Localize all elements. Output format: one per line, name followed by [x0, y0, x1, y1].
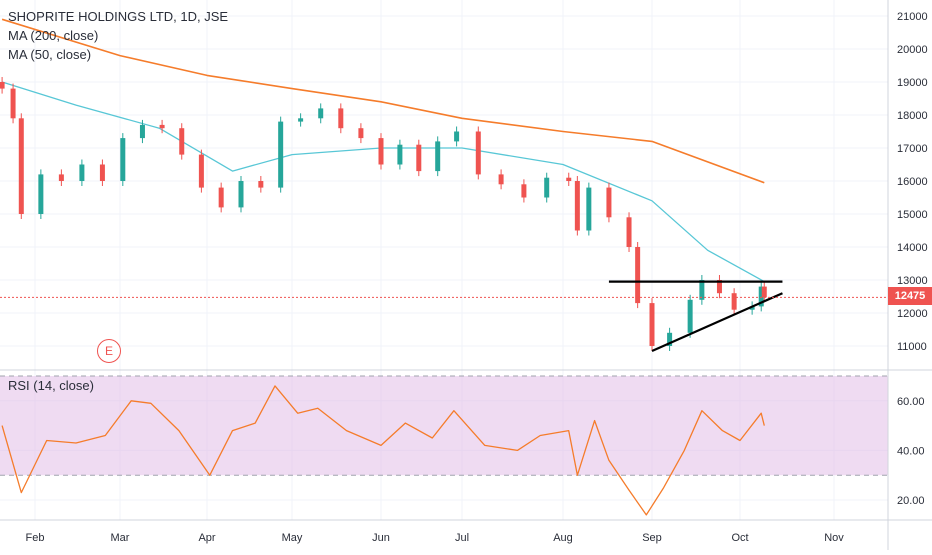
- rsi-band: [0, 375, 888, 476]
- ma50-line: [1, 81, 765, 283]
- candle-21: [397, 144, 403, 165]
- candle-1: [10, 88, 16, 119]
- candle-10: [179, 128, 185, 155]
- ma50-series: [1, 81, 765, 283]
- time-tick-label-7: Sep: [642, 532, 662, 544]
- time-tick-label-4: Jun: [372, 532, 390, 544]
- price-tick-label-1: 12000: [897, 308, 928, 320]
- candle-39: [716, 280, 722, 294]
- candle-19: [358, 128, 364, 139]
- candle-20: [378, 138, 384, 165]
- legend-ma50[interactable]: MA (50, close): [8, 47, 92, 62]
- earnings-badge[interactable]: E: [97, 339, 121, 363]
- price-tick-label-7: 18000: [897, 110, 928, 122]
- candles: [0, 77, 767, 351]
- candle-32: [606, 187, 612, 218]
- candle-5: [79, 164, 85, 181]
- candle-24: [454, 131, 460, 142]
- rsi-line: [1, 385, 765, 516]
- candle-43: [761, 286, 767, 298]
- time-tick-label-8: Oct: [731, 532, 748, 544]
- price-tick-label-5: 16000: [897, 176, 928, 188]
- trendlines: [0, 280, 888, 352]
- candle-17: [318, 108, 324, 119]
- candle-33: [626, 217, 632, 247]
- price-tick-label-3: 14000: [897, 242, 928, 254]
- price-tick-label-10: 21000: [897, 11, 928, 23]
- candle-34: [635, 247, 641, 304]
- time-tick-label-6: Aug: [553, 532, 573, 544]
- legend-rsi[interactable]: RSI (14, close): [8, 378, 94, 393]
- candle-3: [38, 174, 44, 214]
- candle-27: [521, 184, 527, 198]
- candle-26: [498, 174, 504, 185]
- candle-41: [749, 306, 755, 310]
- candle-29: [566, 177, 572, 181]
- price-tick-label-0: 11000: [897, 341, 927, 353]
- candle-28: [544, 177, 550, 198]
- candle-38: [699, 280, 705, 300]
- price-tick-label-6: 17000: [897, 143, 928, 155]
- ma200-series: [1, 18, 765, 184]
- trendline-1[interactable]: [651, 292, 783, 352]
- candle-4: [58, 174, 64, 181]
- time-tick-label-3: May: [282, 532, 303, 544]
- time-tick-label-2: Apr: [198, 532, 215, 544]
- last-price-tag: 12475: [888, 287, 932, 305]
- rsi-tick-label-0: 20.00: [897, 495, 925, 507]
- time-tick-label-9: Nov: [824, 532, 844, 544]
- chart-legend: SHOPRITE HOLDINGS LTD, 1D, JSE MA (200, …: [8, 7, 228, 64]
- candle-11: [198, 154, 204, 188]
- time-tick-label-0: Feb: [26, 532, 45, 544]
- candle-2: [18, 118, 24, 214]
- candle-7: [120, 138, 126, 181]
- legend-ma200[interactable]: MA (200, close): [8, 28, 99, 43]
- price-tick-label-8: 19000: [897, 77, 928, 89]
- candle-14: [258, 181, 264, 188]
- ma200-line: [1, 18, 765, 184]
- candle-36: [667, 332, 673, 346]
- candle-13: [238, 181, 244, 208]
- rsi-tick-label-1: 40.00: [897, 445, 925, 457]
- candle-35: [649, 303, 655, 346]
- candle-40: [731, 293, 737, 310]
- legend-symbol[interactable]: SHOPRITE HOLDINGS LTD, 1D, JSE: [8, 9, 229, 24]
- candle-42: [758, 286, 764, 307]
- candle-9: [159, 124, 165, 129]
- candle-37: [687, 299, 693, 333]
- candle-22: [416, 144, 422, 172]
- candle-18: [338, 108, 344, 129]
- price-tick-label-4: 15000: [897, 209, 928, 221]
- rsi-tick-label-2: 60.00: [897, 396, 925, 408]
- candle-15: [278, 121, 284, 188]
- candle-0: [0, 82, 5, 89]
- candle-16: [298, 118, 304, 122]
- candle-30: [574, 181, 580, 231]
- candle-12: [218, 187, 224, 208]
- candle-31: [586, 187, 592, 231]
- candle-8: [139, 124, 145, 139]
- time-tick-label-1: Mar: [111, 532, 130, 544]
- rsi-series: [1, 385, 765, 516]
- candle-23: [435, 141, 441, 172]
- price-tick-label-2: 13000: [897, 275, 928, 287]
- time-tick-label-5: Jul: [455, 532, 469, 544]
- candle-6: [99, 164, 105, 181]
- rsi-band-fill: [0, 376, 888, 476]
- candle-25: [475, 131, 481, 175]
- price-tick-label-9: 20000: [897, 44, 928, 56]
